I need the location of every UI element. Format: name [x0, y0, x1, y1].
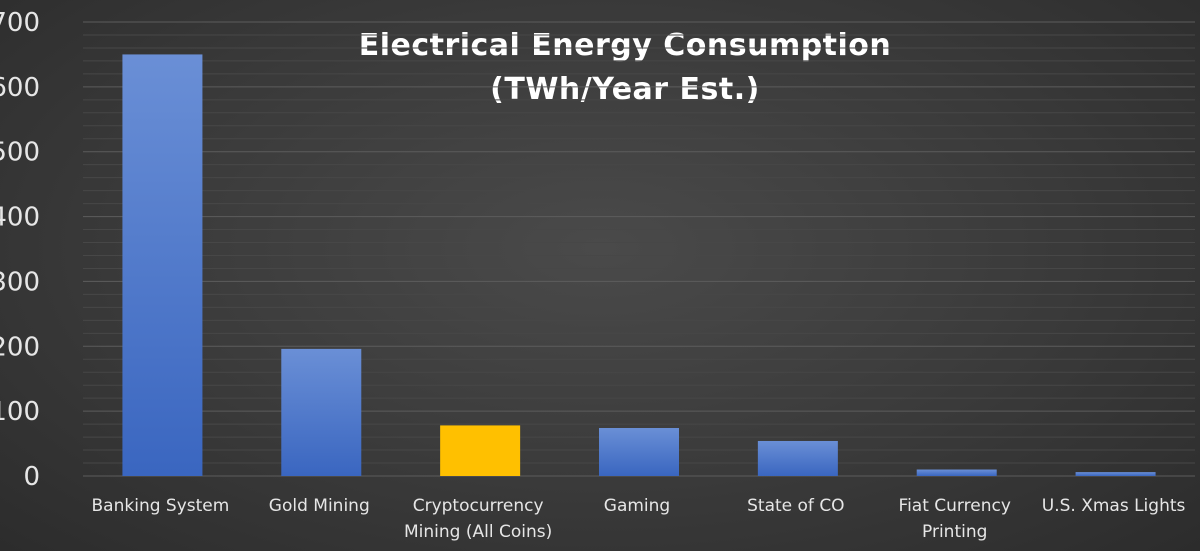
bar: [599, 428, 679, 476]
y-tick-label: 0: [23, 462, 40, 492]
x-category-label-line: State of CO: [747, 496, 844, 516]
x-category-label-line: U.S. Xmas Lights: [1042, 496, 1186, 516]
bar-highlight: [440, 425, 521, 476]
x-category-label-line: Cryptocurrency: [413, 496, 544, 516]
x-category-label: Banking System: [92, 496, 230, 516]
x-category-label: State of CO: [747, 496, 844, 516]
bar: [757, 440, 838, 476]
bar: [1075, 472, 1156, 476]
bar: [916, 469, 997, 476]
x-category-label-line: Printing: [922, 522, 987, 542]
chart-title-line-2: (TWh/Year Est.): [490, 72, 760, 107]
x-category-label: Gold Mining: [269, 496, 370, 516]
x-category-label-line: Banking System: [92, 496, 230, 516]
x-category-label: Gaming: [604, 496, 670, 516]
x-category-label-line: Mining (All Coins): [404, 522, 552, 542]
bar: [122, 54, 203, 477]
x-category-label-line: Fiat Currency: [899, 496, 1011, 516]
bar: [281, 348, 362, 476]
x-category-label: Fiat Currency Printing: [899, 496, 1011, 542]
x-category-label-line: Gaming: [604, 496, 670, 516]
y-tick-label: 600: [0, 73, 40, 103]
chart-title-line-1: Electrical Energy Consumption: [358, 28, 892, 63]
y-tick-label: 400: [0, 203, 40, 233]
x-category-label: Cryptocurrency Mining (All Coins): [404, 496, 552, 542]
y-tick-label: 200: [0, 332, 40, 362]
y-tick-label: 700: [0, 8, 40, 38]
y-tick-label: 100: [0, 397, 40, 427]
y-tick-label: 500: [0, 138, 40, 168]
x-category-label-line: Gold Mining: [269, 496, 370, 516]
x-category-label: U.S. Xmas Lights: [1042, 496, 1186, 516]
y-tick-label: 300: [0, 267, 40, 297]
